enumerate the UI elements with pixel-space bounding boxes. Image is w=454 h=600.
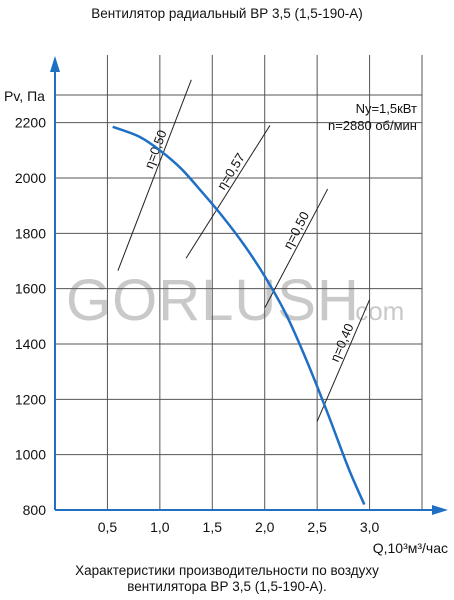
chart-title: Вентилятор радиальный ВР 3,5 (1,5-190-А) — [91, 6, 363, 21]
y-tick-label: 2200 — [15, 115, 46, 131]
efficiency-line — [117, 79, 192, 271]
efficiency-line — [264, 188, 329, 309]
x-tick-label: 0,5 — [98, 519, 118, 535]
efficiency-line — [316, 299, 371, 422]
series-line — [112, 125, 366, 505]
watermark-text: GORLUSH — [66, 268, 360, 333]
tick-labels: 0,5 1,0 1,5 2,0 2,5 3,0 800 1000 1200 1400 1600 180… — [4, 88, 448, 556]
x-tick-label: 2,0 — [255, 519, 275, 535]
caption-line-2: вентилятора ВР 3,5 (1,5-190-А). — [127, 579, 327, 594]
x-tick-label: 1,0 — [150, 519, 170, 535]
performance-curve — [112, 125, 366, 505]
x-axis-arrow-icon — [432, 505, 448, 515]
grid — [55, 55, 423, 510]
efficiency-label: η=0,50 — [280, 209, 312, 251]
x-axis-label: Q,10³м³/час — [373, 540, 448, 556]
y-tick-label: 1000 — [15, 447, 46, 463]
efficiency-label: η=0,50 — [141, 128, 169, 171]
chart-caption: Характеристики производительности по воз… — [0, 563, 454, 595]
power-rating: Nу=1,5кВт — [356, 101, 417, 116]
watermark: GORLUSH.com — [66, 268, 404, 333]
x-tick-label: 2,5 — [307, 519, 327, 535]
y-tick-label: 1400 — [15, 336, 46, 352]
rotation-speed: n=2880 об/мин — [328, 118, 417, 133]
y-tick-label: 1200 — [15, 391, 46, 407]
efficiency-label: η=0,57 — [214, 150, 248, 192]
y-axis-label: Pv, Па — [4, 88, 45, 104]
info-box: Nу=1,5кВт n=2880 об/мин — [328, 101, 417, 133]
y-tick-label: 800 — [23, 502, 47, 518]
y-tick-label: 1800 — [15, 225, 46, 241]
y-axis-arrow-icon — [50, 56, 60, 72]
y-tick-label: 1600 — [15, 281, 46, 297]
y-tick-label: 2000 — [15, 170, 46, 186]
x-tick-label: 1,5 — [203, 519, 223, 535]
axes — [50, 56, 448, 515]
efficiency-line — [185, 125, 271, 259]
x-tick-label: 3,0 — [360, 519, 380, 535]
caption-line-1: Характеристики производительности по воз… — [75, 563, 379, 578]
watermark-suffix: .com — [348, 296, 404, 326]
